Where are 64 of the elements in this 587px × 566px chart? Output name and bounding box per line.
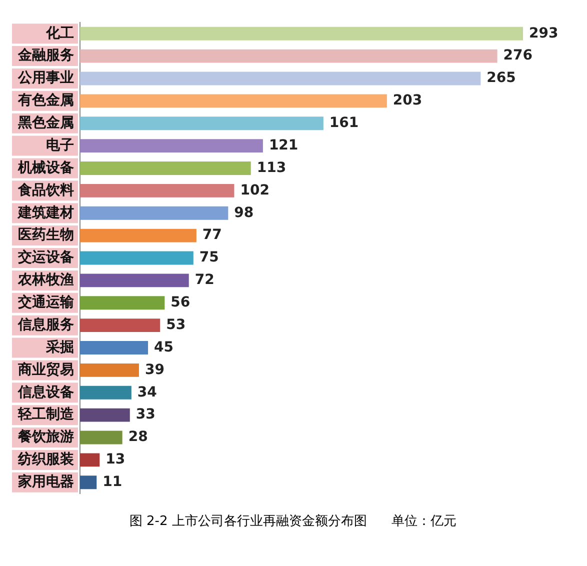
data-label: 75 <box>199 250 219 266</box>
data-label: 28 <box>128 429 148 446</box>
bar <box>80 408 130 422</box>
y-tick-label: 公用事业 <box>17 70 74 86</box>
bar <box>80 341 148 354</box>
bar <box>80 386 132 400</box>
data-label: 98 <box>234 204 254 221</box>
bar <box>80 318 160 332</box>
data-label: 121 <box>268 137 298 154</box>
data-label: 53 <box>166 316 186 333</box>
data-label: 13 <box>106 452 126 468</box>
bar <box>80 49 498 63</box>
data-label: 56 <box>170 294 190 311</box>
data-label: 161 <box>329 115 359 132</box>
data-label: 39 <box>144 362 164 378</box>
y-tick-label: 纺织服装 <box>17 450 74 468</box>
bar <box>80 162 251 175</box>
data-label: 45 <box>154 339 174 356</box>
y-tick-label: 农林牧渔 <box>17 272 74 288</box>
bar <box>80 476 97 490</box>
data-label: 276 <box>503 48 533 64</box>
y-tick-label: 采掘 <box>45 339 74 356</box>
data-label: 203 <box>392 92 422 109</box>
bar <box>80 430 122 444</box>
bar <box>80 363 139 377</box>
y-tick-label: 食品饮料 <box>17 182 74 198</box>
bar <box>80 139 263 153</box>
bar <box>80 228 196 242</box>
bar <box>80 206 228 220</box>
y-tick-label: 医药生物 <box>18 227 74 244</box>
bar <box>80 72 481 86</box>
y-tick-label: 有色金属 <box>17 92 74 109</box>
y-tick-label: 金融服务 <box>17 48 74 64</box>
y-tick-label: 商业贸易 <box>17 360 74 378</box>
bar <box>80 296 165 310</box>
bar <box>80 184 234 198</box>
data-label: 293 <box>529 25 558 42</box>
y-tick-label: 信息设备 <box>17 384 74 400</box>
data-label: 265 <box>486 70 516 86</box>
y-tick-label: 信息服务 <box>17 316 74 333</box>
data-label: 77 <box>202 227 222 244</box>
bar <box>80 453 100 467</box>
y-tick-label: 机械设备 <box>17 160 74 176</box>
data-label: 11 <box>102 474 122 490</box>
data-label: 34 <box>137 384 158 400</box>
data-label: 33 <box>136 406 156 423</box>
data-label: 102 <box>240 182 270 198</box>
bar <box>80 274 189 288</box>
data-label: 72 <box>194 272 214 288</box>
bar <box>80 94 387 108</box>
bar <box>80 26 523 40</box>
y-tick-label: 交通运输 <box>17 294 75 311</box>
y-tick-label: 黑色金属 <box>17 115 74 132</box>
y-tick-label: 化工 <box>45 25 74 42</box>
y-tick-label: 交运设备 <box>17 248 74 266</box>
caption: 图 2-2 上市公司各行业再融资金额分布图 单位：亿元 <box>128 513 458 530</box>
y-tick-label: 餐饮旅游 <box>17 429 74 446</box>
y-tick-label: 家用电器 <box>17 473 74 490</box>
bar <box>80 251 194 265</box>
data-label: 113 <box>256 160 286 176</box>
y-tick-label: 轻工制造 <box>17 406 75 423</box>
bar <box>80 116 324 130</box>
y-tick-label: 建筑建材 <box>17 204 74 221</box>
y-tick-label: 电子 <box>46 137 74 154</box>
